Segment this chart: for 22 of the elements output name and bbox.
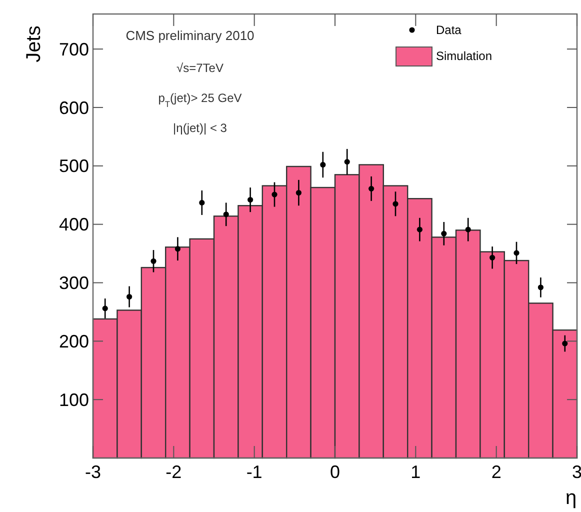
x-axis-title: η	[565, 487, 577, 509]
y-tick-label: 500	[58, 156, 89, 176]
x-tick-label: 0	[330, 462, 340, 482]
y-tick-label: 300	[58, 273, 89, 294]
y-tick-label: 700	[58, 39, 89, 60]
annotation: p$_{T}$(jet)> 25 GeV	[158, 91, 242, 109]
annotation: √s=7TeV	[176, 61, 224, 75]
x-tick-label: 1	[410, 462, 421, 482]
x-tick-label: -2	[166, 462, 182, 482]
x-tick-label: 2	[491, 462, 502, 482]
annotation: |η(jet)| < 3	[173, 121, 228, 135]
y-axis-title: Jets	[23, 26, 45, 62]
y-tick-label: 600	[58, 98, 89, 118]
x-tick-label: -3	[84, 462, 102, 482]
y-tick-label: 400	[58, 214, 89, 235]
annotation: CMS preliminary 2010	[126, 28, 254, 43]
x-tick-label: -1	[246, 462, 262, 482]
y-tick-label: 200	[58, 331, 89, 352]
x-tick-label: 3	[572, 462, 581, 482]
legend-label: Data	[436, 23, 462, 37]
y-tick-label: 100	[58, 390, 89, 410]
legend-label: Simulation	[436, 49, 492, 63]
